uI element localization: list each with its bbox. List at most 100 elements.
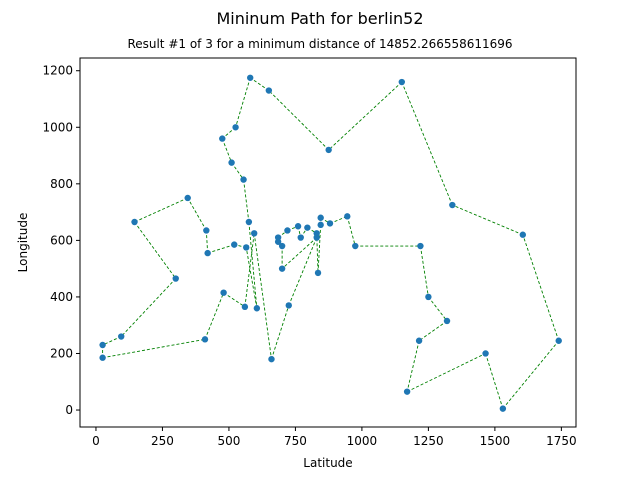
city-point — [131, 218, 138, 226]
path-segment — [244, 233, 255, 307]
city-point — [325, 146, 332, 154]
path-segment — [207, 244, 235, 254]
path-segment — [452, 204, 523, 236]
x-tick-label: 0 — [92, 434, 100, 448]
chart-subtitle: Result #1 of 3 for a minimum distance of… — [127, 37, 512, 51]
city-point — [304, 224, 311, 231]
y-tick-label: 800 — [50, 177, 73, 191]
city-point — [118, 333, 125, 340]
y-tick-label: 0 — [65, 403, 73, 417]
city-point — [240, 176, 247, 183]
x-tick-label: 1250 — [413, 434, 444, 448]
city-point — [201, 336, 209, 343]
path-segment — [205, 230, 209, 254]
path-segment — [249, 77, 270, 91]
path-segment — [317, 224, 322, 273]
city-point — [417, 242, 424, 250]
city-point — [326, 220, 334, 227]
path-segment — [428, 296, 448, 322]
city-point — [265, 87, 273, 94]
path-segment — [204, 292, 225, 340]
path-segment — [281, 237, 317, 269]
city-point — [285, 302, 292, 309]
y-tick-label: 1200 — [42, 64, 73, 78]
plot-area — [99, 74, 562, 412]
city-point — [184, 194, 191, 202]
x-tick-label: 1000 — [347, 434, 378, 448]
city-point — [253, 305, 261, 312]
city-point — [344, 213, 351, 220]
x-tick-label: 1500 — [480, 434, 511, 448]
city-point — [294, 223, 302, 230]
city-point — [204, 249, 211, 257]
city-point — [297, 234, 304, 241]
path-segment — [346, 216, 356, 247]
city-point — [313, 230, 320, 237]
y-tick-label: 400 — [50, 290, 73, 304]
city-point — [352, 242, 359, 250]
path-segment — [406, 340, 420, 392]
axes-frame — [79, 57, 577, 428]
x-tick-label: 500 — [217, 434, 240, 448]
city-point — [99, 354, 106, 361]
y-tick-label: 1000 — [42, 120, 73, 134]
path-segment — [187, 197, 207, 231]
city-point — [499, 405, 507, 412]
path-segment — [134, 197, 188, 223]
path-segment — [102, 336, 122, 346]
city-point — [220, 289, 227, 296]
path-segment — [502, 340, 560, 409]
path-segment — [245, 247, 258, 309]
city-point — [99, 341, 106, 349]
path-segment — [418, 320, 448, 342]
path-segment — [134, 221, 177, 279]
chart-title: Mininum Path for berlin52 — [216, 9, 423, 28]
path-segment — [102, 338, 206, 359]
city-point — [203, 227, 210, 234]
city-point — [425, 293, 432, 301]
city-point — [278, 265, 286, 272]
path-segment — [288, 237, 318, 306]
city-point — [398, 78, 406, 86]
path-segment — [221, 138, 233, 163]
city-point — [228, 159, 235, 166]
city-point — [243, 244, 250, 251]
city-point — [245, 218, 253, 226]
city-point — [317, 214, 324, 221]
path-segment — [120, 278, 177, 337]
path-segment — [485, 353, 504, 409]
path-segment — [235, 77, 251, 128]
axis-ticks: 0 250 500 750 1000 1250 1500 1750 0 200 400 600 800 1… — [42, 64, 576, 448]
path-segment — [271, 305, 290, 360]
city-point — [519, 231, 527, 238]
path-segment — [401, 81, 453, 206]
city-point — [241, 303, 249, 311]
path-segment — [248, 221, 258, 309]
city-point — [219, 135, 226, 142]
city-point — [415, 337, 423, 344]
city-point — [317, 221, 324, 229]
path-segment — [231, 162, 244, 180]
y-axis-label: Longitude — [16, 213, 30, 273]
city-point — [268, 355, 275, 363]
x-tick-label: 250 — [151, 434, 174, 448]
city-point — [231, 241, 238, 248]
city-point — [232, 124, 239, 131]
x-tick-label: 750 — [284, 434, 307, 448]
path-segment — [328, 81, 403, 151]
x-tick-label: 1750 — [546, 434, 577, 448]
path-segment — [419, 245, 429, 298]
city-point — [250, 230, 258, 237]
city-point — [443, 317, 451, 325]
path-segment — [406, 353, 486, 393]
city-point — [449, 201, 456, 209]
city-point — [314, 269, 322, 277]
x-axis-label: Latitude — [303, 456, 352, 470]
city-point — [482, 350, 489, 357]
path-segment — [243, 179, 250, 223]
y-tick-label: 200 — [50, 346, 73, 360]
path-segment — [522, 234, 560, 341]
city-point — [403, 388, 411, 395]
city-point — [247, 74, 254, 81]
